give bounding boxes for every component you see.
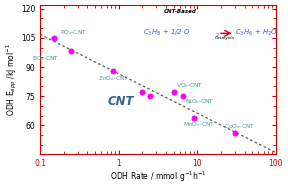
Point — [171, 91, 176, 94]
Point — [69, 50, 74, 53]
Point — [192, 116, 196, 119]
Point — [232, 132, 237, 135]
Text: NiO$_x$-CNT: NiO$_x$-CNT — [185, 97, 215, 106]
Text: PO$_x$-CNT: PO$_x$-CNT — [60, 28, 87, 37]
Text: MnO$_x$-CNT: MnO$_x$-CNT — [183, 120, 215, 129]
X-axis label: ODH Rate / mmol g$^{-1}$h$^{-1}$: ODH Rate / mmol g$^{-1}$h$^{-1}$ — [110, 170, 206, 184]
Y-axis label: ODH E$_{app}$ /kJ mol$^{-1}$: ODH E$_{app}$ /kJ mol$^{-1}$ — [5, 43, 19, 116]
Text: $C_3H_6$ + H$_2$O: $C_3H_6$ + H$_2$O — [235, 27, 278, 37]
Point — [180, 95, 185, 98]
Text: BO$_x$-CNT: BO$_x$-CNT — [33, 54, 60, 63]
Text: CNT-Based: CNT-Based — [164, 9, 197, 14]
Text: VO$_x$-CNT: VO$_x$-CNT — [176, 81, 203, 90]
Text: Catalysts: Catalysts — [215, 36, 235, 40]
Text: 2: 2 — [216, 33, 219, 38]
Point — [111, 69, 115, 72]
Text: CNT: CNT — [107, 95, 134, 108]
Point — [140, 91, 145, 94]
Point — [52, 36, 56, 40]
Point — [148, 95, 152, 98]
Text: $C_3H_8$ + 1/2 O: $C_3H_8$ + 1/2 O — [143, 27, 190, 37]
Text: ZnO$_x$-CNT: ZnO$_x$-CNT — [98, 74, 130, 83]
Text: CoO$_x$-CNT: CoO$_x$-CNT — [224, 122, 255, 131]
